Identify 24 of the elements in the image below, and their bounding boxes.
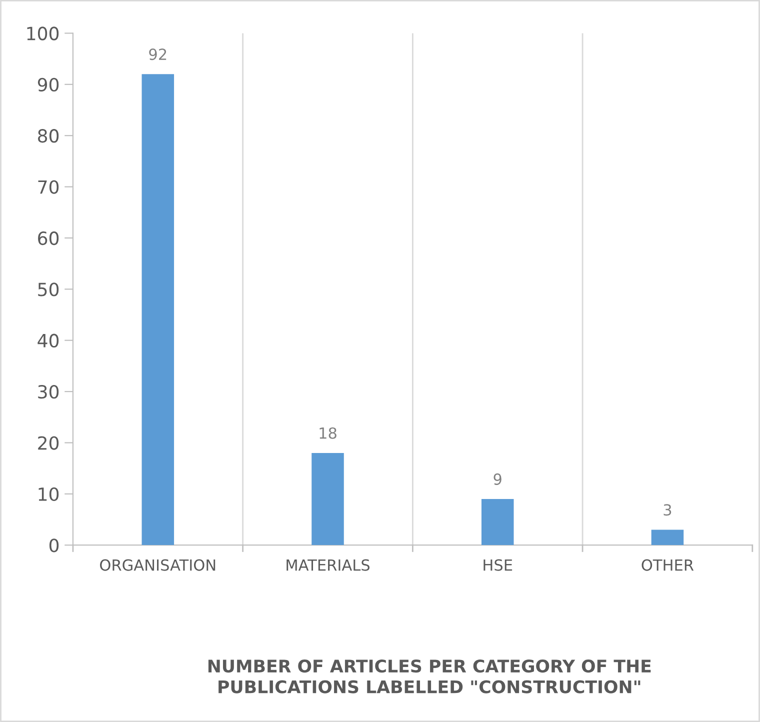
x-tick-label: OTHER — [642, 559, 694, 571]
bar — [481, 499, 514, 546]
y-tick-label: 40 — [38, 334, 59, 348]
y-tick-label: 20 — [38, 436, 59, 450]
data-label: 92 — [149, 48, 166, 60]
text: NUMBER OF ARTICLES PER CATEGORY OF THE PUBLICATIONS LABELLED "CONSTRUCTION" — [208, 659, 651, 694]
y-tick-label: 70 — [38, 180, 59, 194]
x-tick-label: HSE — [484, 559, 512, 571]
bar — [651, 530, 684, 546]
y-tick-label: 10 — [38, 487, 59, 502]
bar — [142, 74, 174, 546]
y-tick-label: 0 — [49, 538, 59, 552]
y-tick-label: 90 — [38, 78, 59, 92]
y-tick-label: 60 — [38, 231, 59, 246]
y-tick-label: 30 — [38, 385, 59, 399]
data-label: 9 — [494, 473, 502, 485]
x-tick-label: ORGANISATION — [100, 559, 216, 571]
x-tick-label: MATERIALS — [286, 559, 370, 571]
y-tick-label: 100 — [27, 26, 59, 40]
y-tick-label: 80 — [38, 129, 59, 143]
y-tick-label: 50 — [38, 282, 59, 296]
data-label: 18 — [320, 427, 336, 439]
bar — [312, 452, 344, 546]
data-label: 3 — [664, 504, 672, 516]
